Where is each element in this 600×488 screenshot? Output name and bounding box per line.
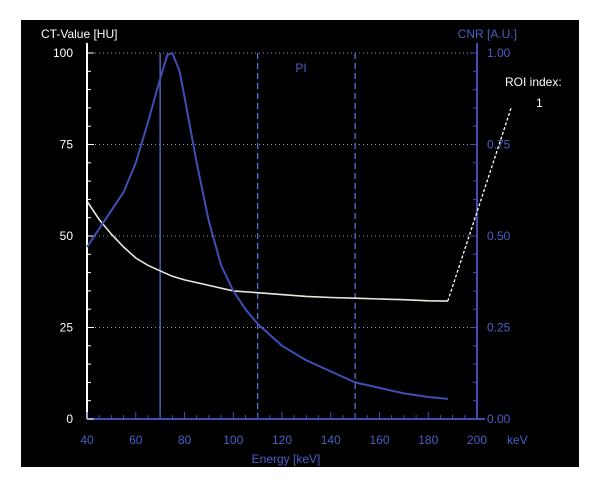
chart-panel: 40 60 80 100 120 140 160 180 200 0 25 50 75 100 0.00 0.… — [21, 20, 579, 467]
x-tick-label: 100 — [223, 433, 243, 447]
region-label: PI — [295, 61, 306, 75]
x-tick-label: 160 — [369, 433, 389, 447]
y-left-tick-label: 100 — [53, 46, 73, 60]
tick-labels: 40 60 80 100 120 140 160 180 200 0 25 50 75 100 0.00 0.… — [53, 46, 511, 447]
x-tick-label: 60 — [129, 433, 143, 447]
y-right-tick-label: 0.75 — [487, 138, 511, 152]
chart: 40 60 80 100 120 140 160 180 200 0 25 50 75 100 0.00 0.… — [41, 27, 562, 466]
roi-leader-line — [447, 107, 512, 302]
ct-value-curve — [86, 200, 448, 302]
x-tick-label: 80 — [178, 433, 192, 447]
x-tick-label: 40 — [80, 433, 94, 447]
y-left-tick-label: 75 — [60, 138, 74, 152]
grid-lines — [87, 52, 477, 328]
y-left-tick-label: 50 — [60, 229, 74, 243]
y-right-tick-label: 0.25 — [487, 321, 511, 335]
y-right-tick-label: 0.50 — [487, 229, 511, 243]
marker-lines — [159, 53, 356, 419]
roi-index-label: ROI index: — [505, 75, 562, 89]
x-tick-label: 180 — [418, 433, 438, 447]
axes — [86, 43, 485, 420]
y-left-tick-label: 0 — [66, 412, 73, 426]
y-left-axis-label: CT-Value [HU] — [41, 27, 117, 41]
y-right-tick-label: 0.00 — [487, 412, 511, 426]
x-tick-label: 140 — [321, 433, 341, 447]
x-axis-label: Energy [keV] — [252, 452, 321, 466]
y-right-tick-label: 1.00 — [487, 46, 511, 60]
roi-index-value: 1 — [536, 96, 543, 110]
cnr-curve — [86, 51, 448, 400]
y-right-axis-label: CNR [A.U.] — [458, 27, 517, 41]
x-tick-label: 120 — [272, 433, 292, 447]
y-left-tick-label: 25 — [60, 321, 74, 335]
x-axis-unit: keV — [507, 433, 528, 447]
series-lines — [86, 51, 512, 400]
x-tick-label: 200 — [467, 433, 487, 447]
